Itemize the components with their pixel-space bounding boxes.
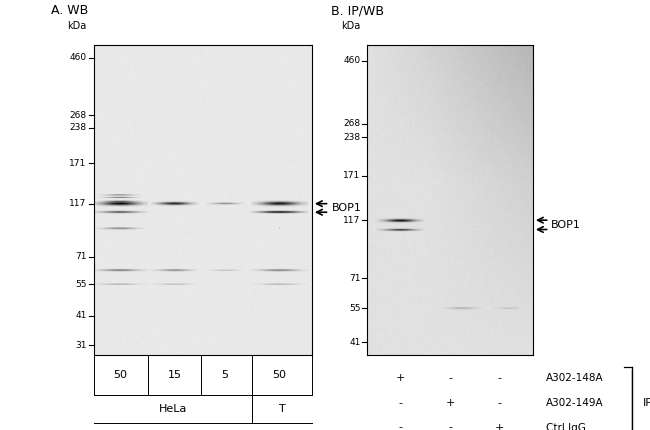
Text: 50: 50 (113, 370, 127, 380)
Text: 117: 117 (343, 216, 361, 224)
Text: 268: 268 (70, 111, 86, 120)
Text: 5: 5 (222, 370, 228, 380)
Text: 268: 268 (343, 119, 361, 128)
Text: 50: 50 (272, 370, 287, 380)
Text: kDa: kDa (341, 21, 361, 31)
Text: BOP1: BOP1 (551, 220, 581, 230)
Text: -: - (448, 423, 452, 430)
Text: -: - (398, 398, 402, 408)
Text: 171: 171 (70, 159, 86, 168)
Text: IP: IP (642, 398, 650, 408)
Text: A302-148A: A302-148A (546, 373, 604, 383)
Text: 55: 55 (75, 280, 86, 289)
Text: 171: 171 (343, 172, 361, 181)
Text: A. WB: A. WB (51, 4, 88, 17)
Text: 71: 71 (75, 252, 86, 261)
Text: 55: 55 (349, 304, 361, 313)
Text: 31: 31 (75, 341, 86, 350)
Text: 41: 41 (349, 338, 361, 347)
Text: -: - (498, 373, 502, 383)
Text: 238: 238 (70, 123, 86, 132)
Text: 460: 460 (70, 53, 86, 62)
Text: +: + (445, 398, 455, 408)
Text: 117: 117 (70, 199, 86, 208)
Text: 460: 460 (343, 56, 361, 65)
Text: HeLa: HeLa (159, 404, 187, 414)
Text: -: - (498, 398, 502, 408)
Text: 71: 71 (349, 274, 361, 283)
Text: 41: 41 (75, 311, 86, 320)
Text: T: T (279, 404, 285, 414)
Text: B. IP/WB: B. IP/WB (331, 4, 384, 17)
Text: 238: 238 (343, 133, 361, 142)
Text: A302-149A: A302-149A (546, 398, 604, 408)
Text: +: + (396, 373, 405, 383)
Text: BOP1: BOP1 (332, 203, 361, 213)
Text: -: - (398, 423, 402, 430)
Text: -: - (448, 373, 452, 383)
Text: 15: 15 (168, 370, 182, 380)
Text: kDa: kDa (68, 21, 86, 31)
Text: +: + (495, 423, 504, 430)
Text: Ctrl IgG: Ctrl IgG (546, 423, 586, 430)
